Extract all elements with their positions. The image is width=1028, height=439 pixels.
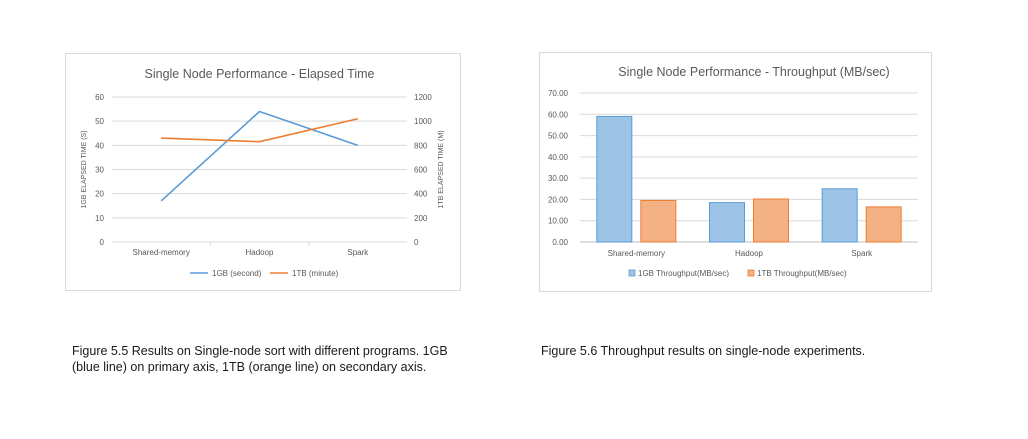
- figure-caption-5-6: Figure 5.6 Throughput results on single-…: [541, 344, 866, 358]
- x-tick-label: Hadoop: [735, 249, 764, 258]
- bar-0-2: [821, 188, 858, 243]
- throughput-chart: Single Node Performance - Throughput (MB…: [539, 52, 932, 292]
- throughput-chart-svg: Single Node Performance - Throughput (MB…: [548, 65, 918, 278]
- chart-title: Single Node Performance - Throughput (MB…: [618, 65, 889, 79]
- y-tick-label: 20: [95, 190, 104, 199]
- bar-1-0: [640, 199, 677, 243]
- chart-title: Single Node Performance - Elapsed Time: [145, 67, 375, 81]
- figure-caption-5-5: Figure 5.5 Results on Single-node sort w…: [72, 344, 448, 374]
- x-tick-label: Shared-memory: [132, 248, 189, 257]
- elapsed-time-chart: Single Node Performance - Elapsed Time 0 1…: [65, 53, 461, 291]
- legend-swatch-0: [628, 269, 636, 277]
- y2-tick-label: 600: [414, 166, 428, 175]
- y2-tick-label: 1200: [414, 93, 432, 102]
- y2-tick-label: 0: [414, 238, 419, 247]
- y-tick-label: 40: [95, 141, 104, 150]
- y-tick-label: 0.00: [552, 238, 568, 247]
- y2-tick-label: 800: [414, 141, 428, 150]
- y-tick-label: 70.00: [548, 89, 569, 98]
- x-tick-label: Shared-memory: [608, 249, 665, 258]
- y-tick-label: 40.00: [548, 153, 569, 162]
- y2-tick-label: 1000: [414, 117, 432, 126]
- y2-tick-label: 200: [414, 214, 428, 223]
- y-tick-label: 50: [95, 117, 104, 126]
- x-tick-label: Hadoop: [245, 248, 274, 257]
- x-tick-label: Spark: [851, 249, 873, 258]
- bar-0-1: [709, 202, 745, 243]
- y2-tick-label: 400: [414, 190, 428, 199]
- y2-axis-title: 1TB ELAPSED TIME (M): [438, 130, 445, 208]
- x-tick-label: Spark: [347, 248, 369, 257]
- y-tick-label: 10: [95, 214, 104, 223]
- legend-label-1: 1TB (minute): [292, 269, 339, 278]
- y-tick-label: 20.00: [548, 195, 569, 204]
- legend-label-0: 1GB Throughput(MB/sec): [638, 269, 729, 278]
- series-line-0: [160, 110, 359, 202]
- y-tick-label: 30: [95, 166, 104, 175]
- bar-1-1: [753, 198, 789, 243]
- y-tick-label: 0: [100, 238, 105, 247]
- y-tick-label: 50.00: [548, 132, 569, 141]
- legend-swatch-1: [747, 269, 755, 277]
- y-tick-label: 60: [95, 93, 104, 102]
- bar-0-0: [596, 115, 633, 243]
- y-tick-label: 30.00: [548, 174, 569, 183]
- y-axis-title: 1GB ELAPSED TIME (S): [81, 130, 88, 208]
- series-line-1: [161, 117, 359, 143]
- y-tick-label: 60.00: [548, 110, 569, 119]
- y-tick-label: 10.00: [548, 217, 569, 226]
- elapsed-time-chart-svg: Single Node Performance - Elapsed Time 0 1…: [81, 67, 445, 278]
- legend-label-0: 1GB (second): [212, 269, 262, 278]
- bar-1-2: [865, 206, 902, 243]
- legend-label-1: 1TB Throughput(MB/sec): [757, 269, 847, 278]
